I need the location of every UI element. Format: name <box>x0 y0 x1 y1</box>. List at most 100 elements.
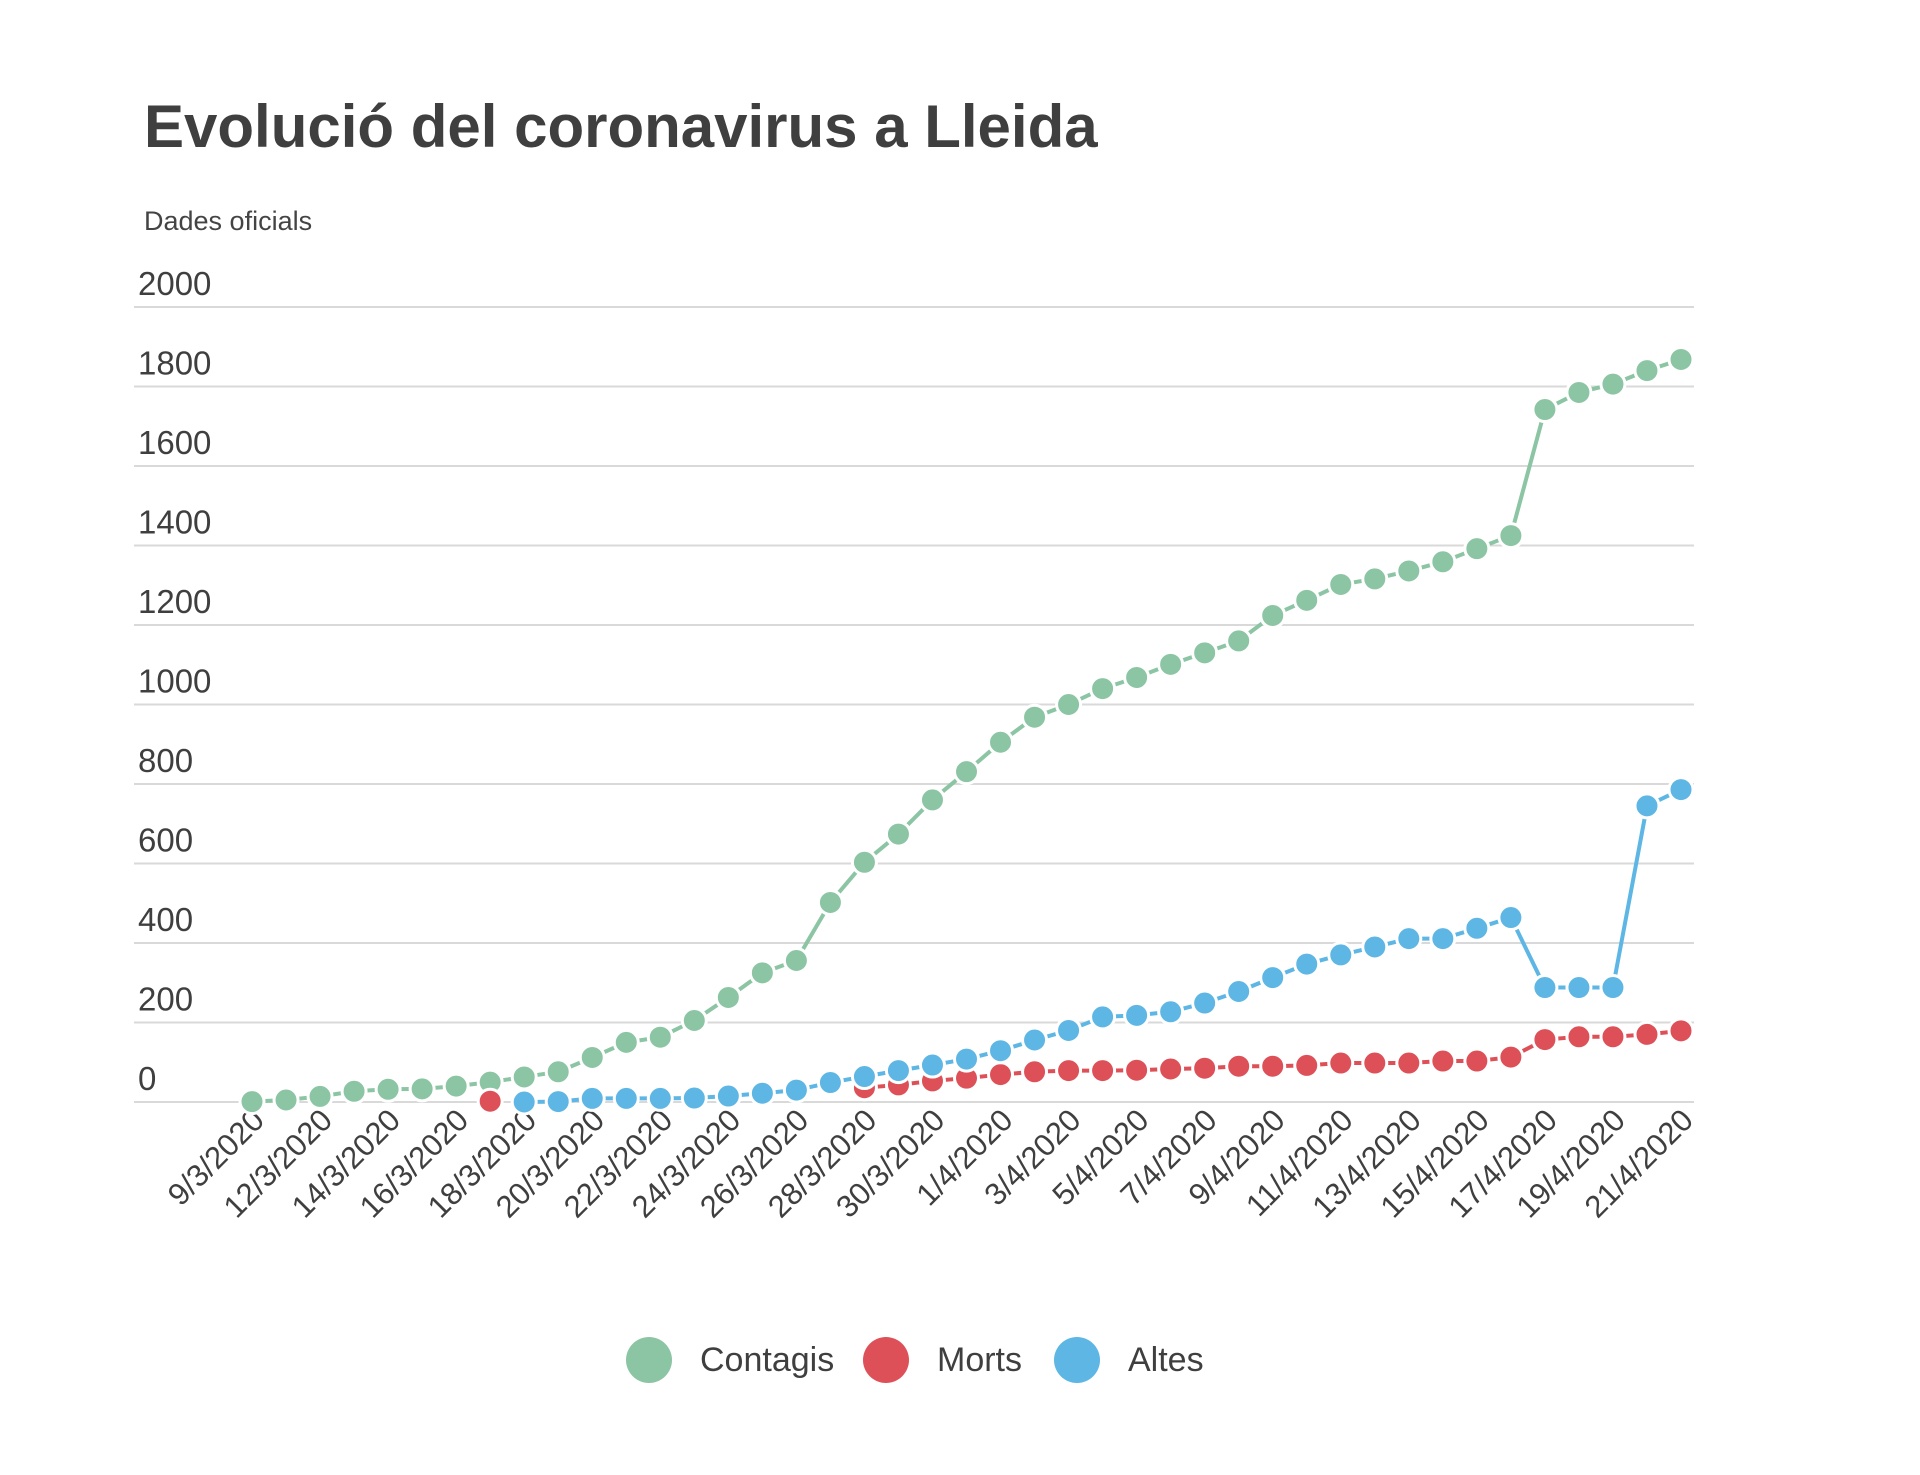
data-point-altes <box>1531 974 1559 1002</box>
data-point-contagis <box>1565 378 1593 406</box>
data-point-altes <box>1157 998 1185 1026</box>
data-point-morts <box>1599 1023 1627 1051</box>
data-point-contagis <box>1055 691 1083 718</box>
data-point-morts <box>1531 1026 1559 1054</box>
data-point-altes <box>544 1088 572 1116</box>
data-point-contagis <box>1021 703 1049 731</box>
line-chart: 02004006008001000120014001600180020009/3… <box>134 265 1700 1224</box>
data-point-morts <box>1361 1049 1389 1077</box>
y-tick-label: 400 <box>138 901 193 938</box>
data-point-altes <box>884 1057 912 1085</box>
data-point-altes <box>1565 974 1593 1002</box>
data-point-contagis <box>1089 675 1117 703</box>
data-point-contagis <box>1123 663 1151 691</box>
data-point-altes <box>748 1079 776 1107</box>
series-line-altes <box>1610 805 1649 988</box>
data-point-contagis <box>510 1063 538 1091</box>
data-point-altes <box>953 1045 980 1073</box>
y-tick-label: 1200 <box>138 583 211 620</box>
data-point-morts <box>1021 1058 1049 1086</box>
data-point-contagis <box>1633 357 1661 385</box>
data-point-morts <box>1191 1054 1219 1082</box>
data-point-contagis <box>1361 565 1389 593</box>
legend-label-altes: Altes <box>1128 1340 1204 1379</box>
data-point-altes <box>1463 914 1491 942</box>
data-point-morts <box>1089 1057 1117 1085</box>
legend-swatch-morts <box>863 1337 909 1383</box>
legend-label-morts: Morts <box>937 1340 1022 1379</box>
legend-item-morts[interactable]: Morts <box>863 1330 1022 1390</box>
data-point-altes <box>1599 974 1627 1002</box>
y-tick-label: 800 <box>138 742 193 779</box>
data-point-contagis <box>1599 370 1627 398</box>
data-point-contagis <box>1395 557 1423 585</box>
data-point-morts <box>1633 1020 1661 1048</box>
data-point-altes <box>1429 925 1457 953</box>
data-point-altes <box>1667 776 1695 804</box>
data-point-morts <box>1055 1057 1083 1085</box>
y-tick-label: 1600 <box>138 424 211 461</box>
data-point-contagis <box>578 1043 606 1071</box>
chart-subtitle: Dades oficials <box>144 206 313 236</box>
data-point-morts <box>476 1087 504 1115</box>
y-tick-label: 0 <box>138 1060 156 1097</box>
data-point-contagis <box>714 983 742 1011</box>
data-point-morts <box>987 1061 1015 1089</box>
data-point-contagis <box>850 848 878 876</box>
data-point-contagis <box>782 946 810 974</box>
data-point-altes <box>918 1051 946 1079</box>
data-point-contagis <box>1497 522 1525 550</box>
data-point-morts <box>1259 1052 1287 1080</box>
data-point-contagis <box>238 1088 266 1116</box>
data-point-morts <box>1293 1051 1321 1079</box>
data-point-altes <box>1361 933 1389 961</box>
data-point-contagis <box>1191 639 1219 667</box>
data-point-morts <box>1497 1043 1525 1071</box>
data-point-contagis <box>272 1086 300 1114</box>
data-point-altes <box>782 1076 810 1104</box>
data-point-altes <box>680 1084 708 1112</box>
data-point-altes <box>987 1037 1015 1065</box>
data-point-contagis <box>748 959 776 987</box>
data-point-altes <box>1633 792 1661 820</box>
data-point-contagis <box>442 1072 470 1100</box>
data-point-contagis <box>340 1077 368 1105</box>
y-tick-label: 200 <box>138 981 193 1018</box>
y-tick-label: 2000 <box>138 265 211 302</box>
data-point-morts <box>1667 1017 1695 1045</box>
data-point-contagis <box>918 786 946 814</box>
data-point-contagis <box>306 1082 334 1110</box>
data-point-contagis <box>544 1058 572 1086</box>
data-point-contagis <box>1429 548 1457 576</box>
data-point-altes <box>816 1069 844 1097</box>
legend-item-contagis[interactable]: Contagis <box>626 1330 834 1390</box>
data-point-morts <box>1157 1055 1185 1083</box>
data-point-altes <box>510 1088 538 1116</box>
legend-item-altes[interactable]: Altes <box>1054 1330 1204 1390</box>
data-point-altes <box>850 1063 878 1091</box>
data-point-contagis <box>953 758 980 786</box>
data-point-contagis <box>1293 586 1321 614</box>
series-line-contagis <box>1508 409 1547 537</box>
data-point-contagis <box>1531 396 1559 424</box>
data-point-morts <box>1463 1047 1491 1075</box>
y-tick-label: 1400 <box>138 504 211 541</box>
data-point-altes <box>1021 1026 1049 1054</box>
data-point-morts <box>1327 1049 1355 1077</box>
data-point-morts <box>1395 1049 1423 1077</box>
y-tick-label: 600 <box>138 822 193 859</box>
data-point-altes <box>578 1084 606 1112</box>
data-point-contagis <box>612 1028 640 1056</box>
data-point-altes <box>1089 1003 1117 1031</box>
legend-swatch-altes <box>1054 1337 1100 1383</box>
data-point-contagis <box>1157 650 1185 678</box>
data-point-morts <box>1123 1056 1151 1084</box>
data-point-contagis <box>1225 627 1253 655</box>
data-point-altes <box>612 1084 640 1112</box>
data-point-altes <box>1123 1001 1151 1029</box>
data-point-altes <box>1327 941 1355 969</box>
data-point-contagis <box>884 820 912 848</box>
data-point-altes <box>1259 964 1287 992</box>
data-point-altes <box>1293 950 1321 978</box>
data-point-morts <box>1225 1052 1253 1080</box>
